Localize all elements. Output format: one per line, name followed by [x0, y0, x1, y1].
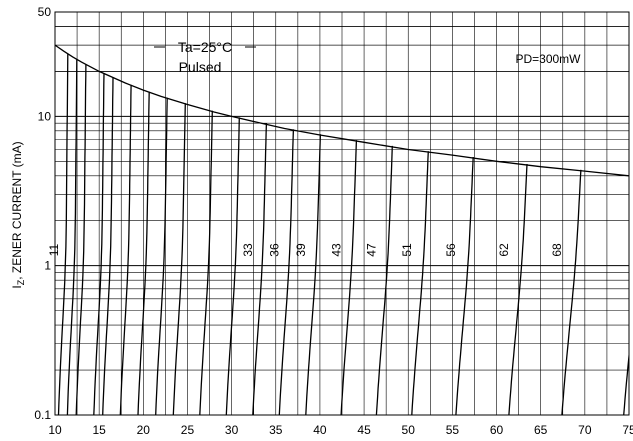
zener-curve-75: [623, 349, 629, 415]
power-limit-curve: [55, 44, 629, 177]
y-tick-0.1: 0.1: [34, 408, 51, 422]
annotation-power: PD=300mW: [515, 52, 581, 66]
zener-curve-27: [199, 110, 213, 415]
zener-curve-12: [66, 59, 78, 415]
plot-border: [54, 11, 630, 416]
x-tick-40: 40: [313, 423, 327, 437]
zener-curve-18: [119, 84, 132, 415]
x-tick-70: 70: [578, 423, 592, 437]
vz-label-11: 11: [47, 243, 61, 256]
y-tick-10: 10: [38, 109, 52, 123]
zener-curve-47: [375, 145, 393, 415]
grid-lines: [54, 11, 630, 416]
vz-label-56: 56: [444, 243, 458, 257]
zener-curve-20: [137, 91, 150, 415]
x-tick-60: 60: [490, 423, 504, 437]
zener-curve-16: [102, 77, 114, 415]
vz-label-36: 36: [268, 243, 282, 257]
x-tick-25: 25: [181, 423, 195, 437]
x-tick-35: 35: [269, 423, 283, 437]
zener-curve-11: [57, 54, 69, 415]
x-tick-10: 10: [48, 423, 62, 437]
vz-label-39: 39: [294, 243, 308, 257]
vz-label-33: 33: [241, 243, 255, 257]
zener-curve-13: [75, 64, 87, 415]
zener-curve-56: [455, 156, 474, 415]
zener-curve-15: [93, 73, 105, 415]
zener-curve-33: [252, 123, 268, 415]
annotation-mode: Pulsed: [179, 59, 222, 75]
x-tick-15: 15: [92, 423, 106, 437]
vz-label-51: 51: [400, 243, 414, 257]
zener-curve-51: [411, 151, 429, 415]
x-tick-20: 20: [137, 423, 151, 437]
x-tick-labels: 10 15 20 25 30 35 40 45 50 55 60 65 70 75: [48, 423, 633, 437]
x-tick-65: 65: [534, 423, 548, 437]
zener-voltage-labels: 11 33 36 39 43 47 51 56 62 68: [47, 243, 564, 257]
x-tick-45: 45: [357, 423, 371, 437]
y-tick-1: 1: [44, 259, 51, 273]
annotation-temperature: Ta=25°C: [178, 39, 232, 55]
zener-curve-39: [305, 134, 322, 415]
zener-curve-36: [278, 129, 295, 415]
x-tick-30: 30: [225, 423, 239, 437]
x-tick-75: 75: [622, 423, 633, 437]
power-limit-line: [55, 44, 629, 177]
vz-label-47: 47: [365, 243, 379, 257]
vz-label-62: 62: [497, 243, 511, 257]
vz-label-43: 43: [329, 243, 343, 257]
vz-label-68: 68: [550, 243, 564, 257]
zener-curve-62: [508, 163, 528, 415]
zener-curve-43: [340, 140, 358, 415]
zener-curve-22: [155, 97, 168, 415]
x-tick-55: 55: [446, 423, 460, 437]
zener-curve-68: [561, 169, 582, 415]
y-tick-50: 50: [38, 5, 52, 19]
zener-curve-30: [225, 117, 240, 415]
y-axis-label: IZ, ZENER CURRENT (mA): [10, 141, 26, 288]
zener-curves: [57, 54, 629, 415]
y-tick-labels: 0.1 1 10 50: [34, 5, 51, 422]
x-tick-50: 50: [402, 423, 416, 437]
zener-curve-24: [172, 103, 186, 415]
